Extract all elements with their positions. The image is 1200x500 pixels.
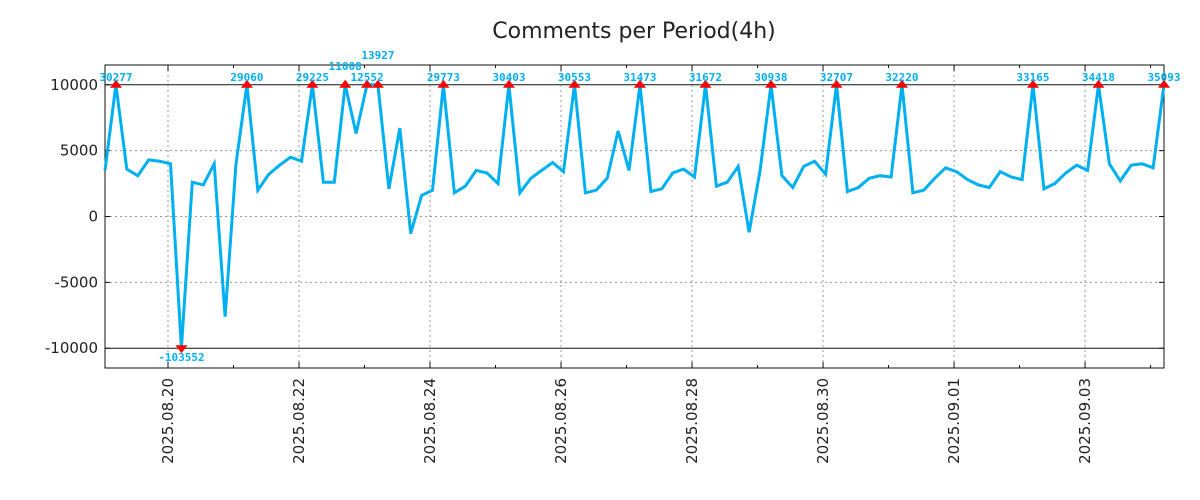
clip-marker-up — [1092, 79, 1105, 88]
data-label: 33165 — [1016, 71, 1049, 84]
data-label: 35093 — [1147, 71, 1180, 84]
clip-marker-up — [502, 79, 515, 88]
clip-marker-up — [371, 79, 384, 88]
data-label: 31473 — [623, 71, 656, 84]
y-tick-label: -10000 — [45, 339, 98, 357]
data-label: 31672 — [689, 71, 722, 84]
clip-marker-up — [568, 79, 581, 88]
x-tick-label: 2025.08.22 — [290, 378, 308, 464]
clip-marker-up — [633, 79, 646, 88]
data-label: 32707 — [820, 71, 853, 84]
x-tick-label: 2025.08.30 — [814, 378, 832, 464]
data-label: 29773 — [427, 71, 460, 84]
clip-marker-up — [306, 79, 319, 88]
data-label: 32220 — [885, 71, 918, 84]
clip-marker-up — [764, 79, 777, 88]
data-label: -103552 — [158, 351, 204, 364]
series-line — [103, 83, 1166, 349]
clip-marker-up — [109, 79, 122, 88]
clip-marker-down — [175, 345, 188, 354]
data-label: 13927 — [361, 49, 394, 62]
axes: 10000 5000 0 -5000 -10000 2025.08.20 2025.08.2… — [45, 64, 1165, 464]
y-tick-label: 5000 — [60, 142, 98, 160]
data-label: 30938 — [754, 71, 787, 84]
x-tick-label: 2025.08.28 — [683, 378, 701, 464]
clip-marker-up — [1158, 79, 1170, 88]
data-label: 29225 — [296, 71, 329, 84]
clip-marker-up — [361, 79, 374, 88]
grid — [105, 65, 1164, 368]
data-label: 11008 — [329, 60, 362, 73]
data-label: 34418 — [1082, 71, 1115, 84]
data-label: 30403 — [492, 71, 525, 84]
x-tick-label: 2025.09.01 — [945, 378, 963, 464]
x-tick-label: 2025.08.24 — [421, 378, 439, 464]
x-tick-label: 2025.08.26 — [552, 378, 570, 464]
data-label: 29060 — [230, 71, 263, 84]
clip-marker-up — [699, 79, 712, 88]
clip-marker-up — [240, 79, 253, 88]
data-label: 30553 — [558, 71, 591, 84]
clip-marker-up — [437, 79, 450, 88]
clip-marker-up — [830, 79, 843, 88]
plot-frame — [104, 64, 1165, 369]
y-tick-label: -5000 — [54, 273, 98, 291]
data-label: 12552 — [350, 71, 383, 84]
series — [103, 79, 1170, 354]
chart-title: Comments per Period(4h) — [492, 19, 776, 44]
data-label: 30277 — [99, 71, 132, 84]
y-tick-label: 0 — [88, 208, 98, 226]
x-tick-label: 2025.09.03 — [1076, 378, 1094, 464]
x-tick-label: 2025.08.20 — [159, 378, 177, 464]
y-tick-label: 10000 — [50, 76, 98, 94]
clip-marker-up — [895, 79, 908, 88]
clip-marker-up — [339, 79, 352, 88]
clip-marker-up — [1026, 79, 1039, 88]
